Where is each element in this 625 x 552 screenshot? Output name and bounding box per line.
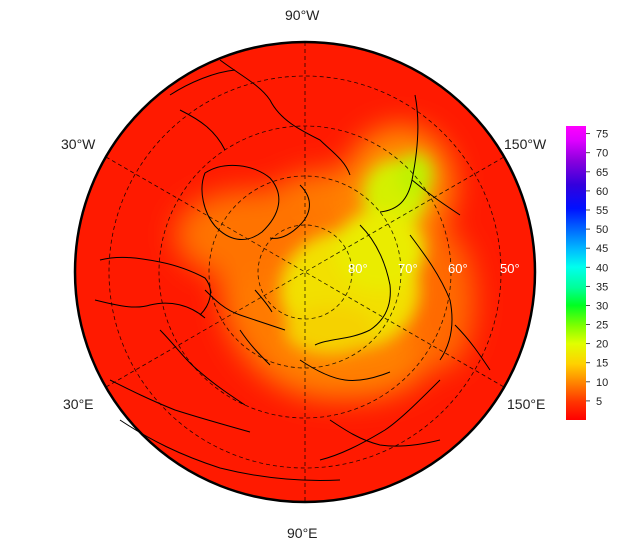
colorbar-tick-label: 5 bbox=[596, 396, 602, 408]
lat-label-70: 70° bbox=[398, 261, 418, 276]
lon-label-top: 90°W bbox=[285, 7, 320, 23]
colorbar-tick-label: 30 bbox=[596, 300, 608, 312]
colorbar-tick-label: 10 bbox=[596, 377, 608, 389]
colorbar-gradient bbox=[566, 126, 586, 420]
coastlines bbox=[94, 59, 491, 481]
colorbar-tick-label: 70 bbox=[596, 148, 608, 160]
colorbar-tick-label: 65 bbox=[596, 167, 608, 179]
colorbar-tick-label: 55 bbox=[596, 205, 608, 217]
field-high bbox=[280, 153, 433, 355]
colorbar-tick-label: 20 bbox=[596, 339, 608, 351]
colorbar: 75 70 65 60 55 50 45 40 35 30 25 20 15 10 5 bbox=[566, 126, 608, 420]
map-boundary bbox=[73, 40, 537, 504]
colorbar-tick-label: 35 bbox=[596, 281, 608, 293]
colorbar-tick-label: 25 bbox=[596, 320, 608, 332]
colorbar-tick-label: 45 bbox=[596, 243, 608, 255]
colorbar-tick-label: 60 bbox=[596, 186, 608, 198]
lon-label-lower-right: 150°E bbox=[507, 396, 546, 412]
lat-label-80: 80° bbox=[348, 261, 368, 276]
field-layer bbox=[75, 42, 535, 502]
colorbar-tick-label: 75 bbox=[596, 129, 608, 141]
colorbar-tick-label: 15 bbox=[596, 358, 608, 370]
lon-label-upper-left: 30°W bbox=[61, 136, 96, 152]
lon-label-upper-right: 150°W bbox=[504, 136, 547, 152]
lon-label-bottom: 90°E bbox=[287, 525, 318, 541]
colorbar-tick-label: 40 bbox=[596, 262, 608, 274]
lat-label-60: 60° bbox=[448, 261, 468, 276]
graticule bbox=[105, 42, 505, 502]
lon-label-lower-left: 30°E bbox=[63, 396, 94, 412]
colorbar-ticks: 75 70 65 60 55 50 45 40 35 30 25 20 15 10 5 bbox=[586, 129, 608, 408]
lat-label-50: 50° bbox=[500, 261, 520, 276]
colorbar-tick-label: 50 bbox=[596, 224, 608, 236]
